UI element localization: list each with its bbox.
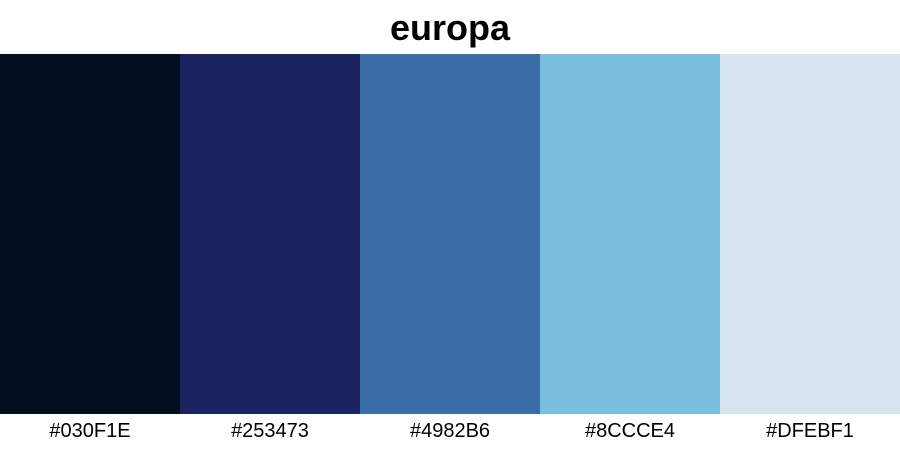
palette-title: europa — [389, 7, 511, 48]
swatch-labels: #030F1E #253473 #4982B6 #8CCCE4 #DFEBF1 — [0, 414, 900, 450]
swatch-5 — [720, 54, 900, 414]
swatch-label-4: #8CCCE4 — [584, 420, 676, 442]
swatch-label-1: #030F1E — [49, 420, 131, 442]
swatch-4 — [540, 54, 720, 414]
swatch-strip — [0, 54, 900, 414]
swatch-label-5: #DFEBF1 — [766, 420, 854, 442]
swatch-2 — [180, 54, 360, 414]
swatch-label-3: #4982B6 — [409, 420, 491, 442]
swatch-3 — [360, 54, 540, 414]
swatch-1 — [0, 54, 180, 414]
swatch-label-2: #253473 — [231, 420, 309, 442]
